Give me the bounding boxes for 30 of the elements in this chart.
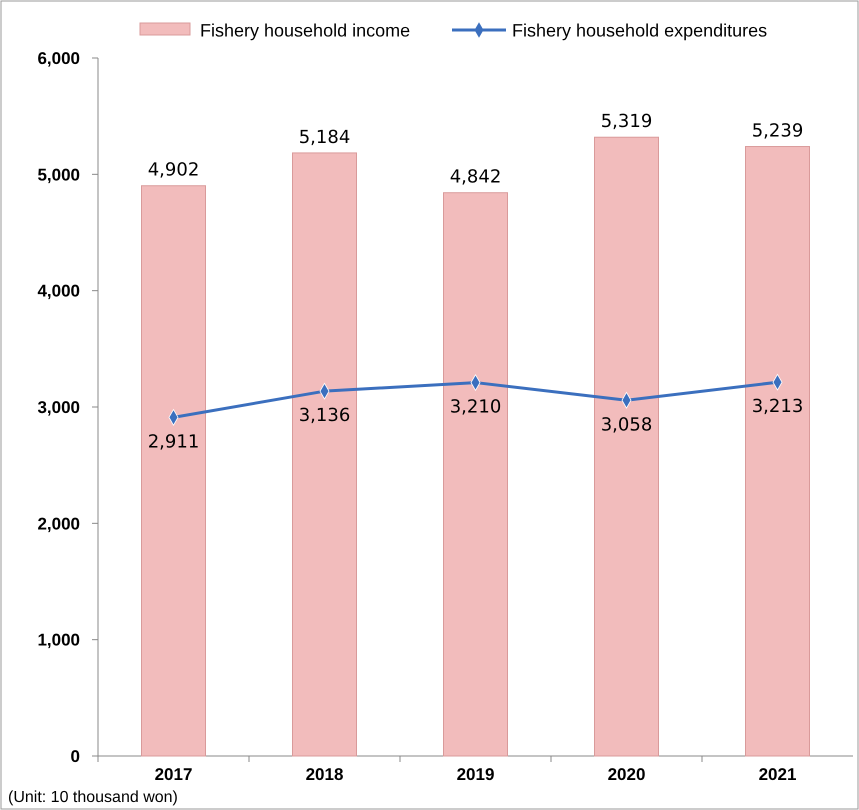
text: (Unit: 10 thousand won)	[8, 789, 178, 806]
x-tick-label: 2019	[456, 765, 494, 784]
data-label: 3,136	[298, 405, 350, 426]
data-label: 5,239	[752, 120, 804, 142]
y-tick-label: 1,000	[37, 630, 80, 650]
x-tick-label: 2017	[154, 765, 192, 784]
data-label: 4,842	[450, 166, 502, 188]
bar	[594, 136, 659, 756]
data-label: 3,058	[600, 414, 652, 436]
x-tick-label: 2020	[608, 765, 646, 784]
y-tick-label: 0	[70, 746, 80, 766]
legend-label: Fishery household expenditures	[512, 20, 768, 40]
data-label: 5,319	[600, 111, 652, 132]
y-tick-label: 3,000	[37, 398, 80, 417]
y-tick-label: 5,000	[37, 165, 80, 184]
data-label: 3,213	[752, 396, 804, 418]
y-tick-label: 2,000	[37, 514, 80, 534]
x-tick-label: 2021	[758, 765, 796, 784]
data-label: 3,210	[450, 396, 502, 418]
bar	[745, 146, 810, 756]
bar	[141, 185, 206, 756]
data-label: 5,184	[298, 126, 350, 148]
bar	[292, 152, 357, 756]
legend-label: Fishery household income	[200, 20, 410, 40]
y-tick-label: 6,000	[37, 48, 80, 68]
bar	[443, 192, 508, 756]
y-tick-label: 4,000	[37, 282, 80, 301]
data-label: 2,911	[148, 431, 200, 452]
x-tick-label: 2018	[306, 765, 344, 784]
data-label: 4,902	[148, 160, 200, 181]
